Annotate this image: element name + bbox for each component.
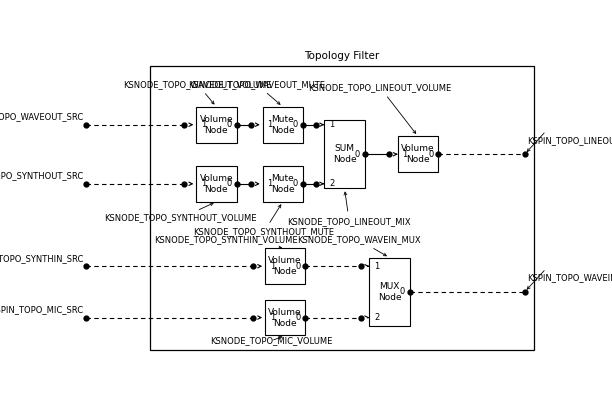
Text: SUM
Node: SUM Node (333, 144, 356, 164)
Text: 1: 1 (201, 179, 206, 188)
Text: Volume
Node: Volume Node (401, 144, 435, 164)
Text: KSPIN_TOPO_WAVEIN_DST: KSPIN_TOPO_WAVEIN_DST (527, 274, 612, 282)
Text: 1: 1 (329, 120, 334, 129)
Text: KSNODE_TOPO_SYNTHOUT_VOLUME: KSNODE_TOPO_SYNTHOUT_VOLUME (105, 203, 257, 223)
Text: KSPIN_TOPO_SYNTHIN_SRC: KSPIN_TOPO_SYNTHIN_SRC (0, 254, 84, 263)
Text: 1: 1 (374, 262, 379, 271)
Text: KSNODE_TOPO_WAVEOUT_VOLUME: KSNODE_TOPO_WAVEOUT_VOLUME (123, 80, 272, 104)
Text: 2: 2 (329, 179, 334, 188)
Text: 2: 2 (374, 313, 379, 322)
Text: KSNODE_TOPO_MIC_VOLUME: KSNODE_TOPO_MIC_VOLUME (210, 337, 332, 345)
Text: 0: 0 (226, 120, 232, 129)
Text: 1: 1 (270, 313, 275, 322)
Text: 0: 0 (400, 287, 405, 297)
Text: KSNODE_TOPO_LINEOUT_VOLUME: KSNODE_TOPO_LINEOUT_VOLUME (308, 83, 452, 133)
Text: Volume
Node: Volume Node (200, 174, 233, 194)
Text: MUX
Node: MUX Node (378, 282, 401, 302)
Text: KSPIN_TOPO_WAVEOUT_SRC: KSPIN_TOPO_WAVEOUT_SRC (0, 112, 84, 122)
Text: Mute
Node: Mute Node (271, 115, 294, 135)
Bar (263, 166, 303, 202)
Text: KSNODE_TOPO_LINEOUT_MIX: KSNODE_TOPO_LINEOUT_MIX (288, 192, 411, 225)
Text: Volume
Node: Volume Node (269, 307, 302, 328)
Bar (370, 258, 409, 326)
Text: KSNODE_TOPO_WAVEOUT_MUTE: KSNODE_TOPO_WAVEOUT_MUTE (188, 80, 325, 104)
Text: 0: 0 (296, 313, 300, 322)
Text: 1: 1 (270, 262, 275, 271)
Text: Volume
Node: Volume Node (200, 115, 233, 135)
Text: KSPIN_TOPO_MIC_SRC: KSPIN_TOPO_MIC_SRC (0, 305, 84, 314)
Text: 1: 1 (403, 150, 408, 159)
Text: 0: 0 (293, 120, 298, 129)
Text: 0: 0 (428, 150, 433, 159)
Bar (196, 166, 237, 202)
Text: 0: 0 (226, 179, 232, 188)
Text: 0: 0 (293, 179, 298, 188)
Text: 1: 1 (267, 179, 273, 188)
Text: 1: 1 (201, 120, 206, 129)
Text: KSPIN_TOPO_LINEOUT_DST: KSPIN_TOPO_LINEOUT_DST (527, 136, 612, 145)
Text: KSPIN_TOPO_SYNTHOUT_SRC: KSPIN_TOPO_SYNTHOUT_SRC (0, 172, 84, 181)
Text: KSNODE_TOPO_WAVEIN_MUX: KSNODE_TOPO_WAVEIN_MUX (297, 235, 420, 256)
Text: Mute
Node: Mute Node (271, 174, 294, 194)
Text: 0: 0 (296, 262, 300, 271)
Bar (398, 137, 438, 172)
Bar (150, 65, 534, 350)
Bar (265, 300, 305, 335)
Bar (263, 107, 303, 143)
Bar (265, 248, 305, 284)
Bar (196, 107, 237, 143)
Text: 0: 0 (354, 150, 360, 159)
Text: KSNODE_TOPO_SYNTHOUT_MUTE: KSNODE_TOPO_SYNTHOUT_MUTE (193, 205, 334, 236)
Text: KSNODE_TOPO_SYNTHIN_VOLUME: KSNODE_TOPO_SYNTHIN_VOLUME (154, 235, 297, 249)
Text: 1: 1 (267, 120, 273, 129)
Text: Volume
Node: Volume Node (269, 256, 302, 276)
Text: Topology Filter: Topology Filter (305, 51, 379, 61)
Bar (324, 120, 365, 189)
